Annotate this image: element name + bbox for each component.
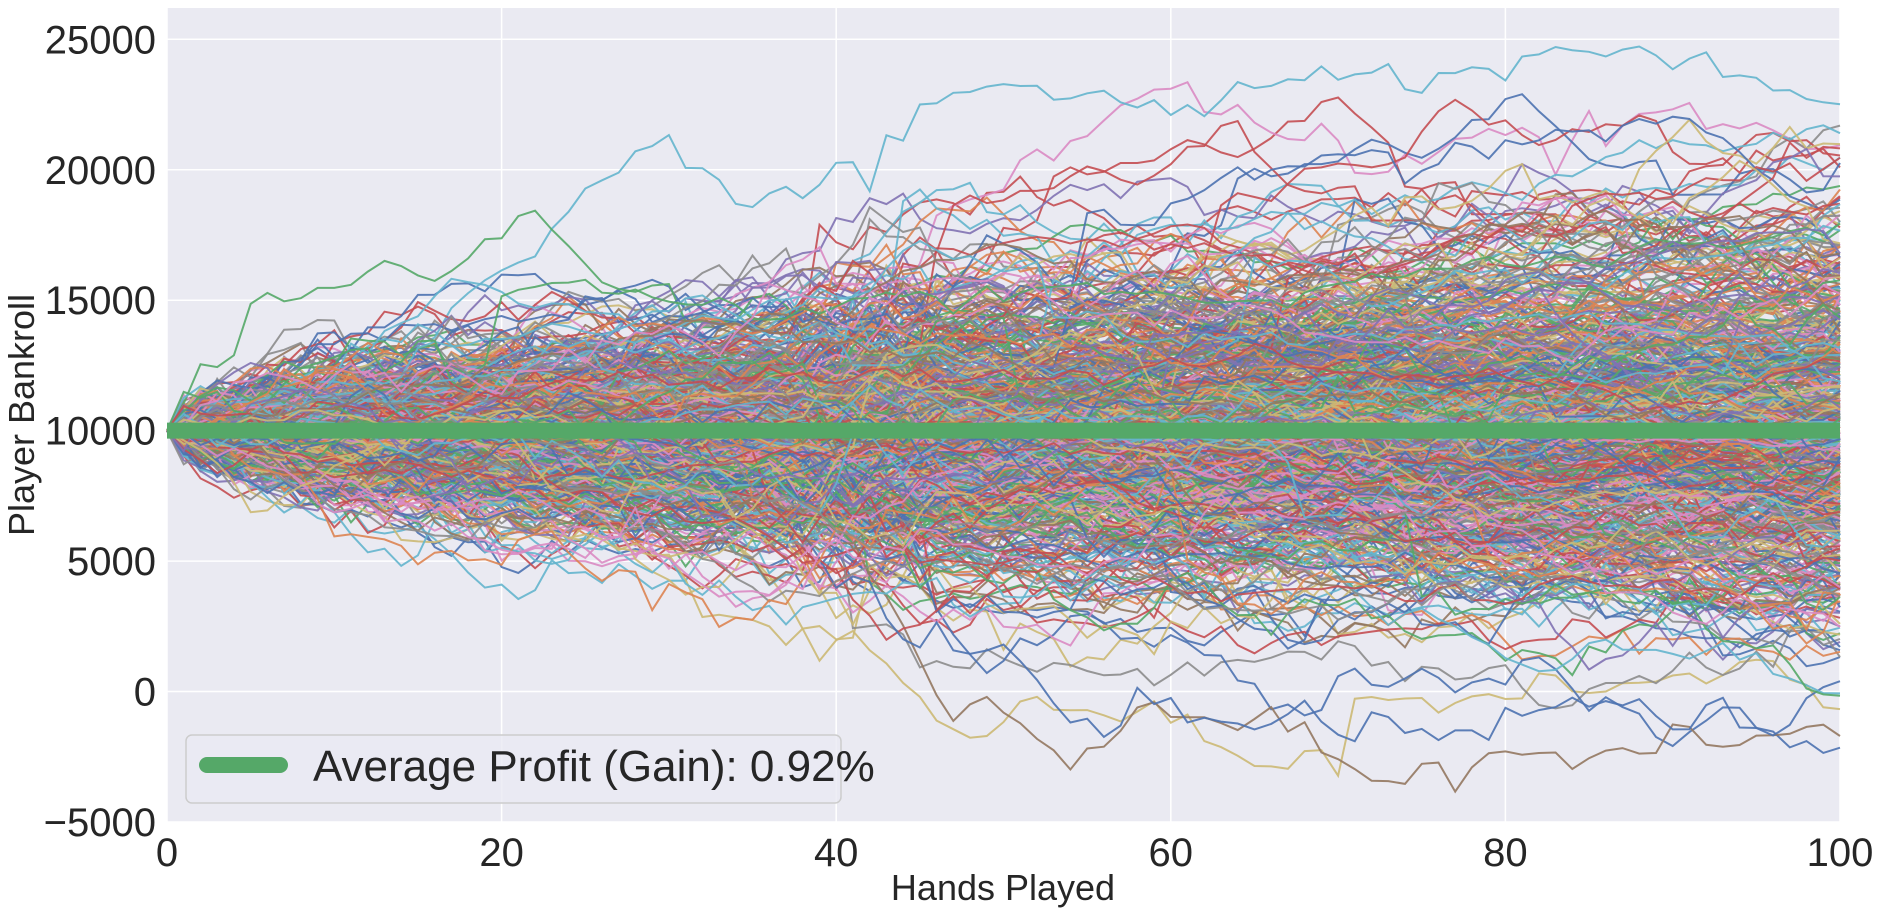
simulation-path-line [166,410,1841,576]
simulation-path-line [166,363,1841,547]
simulation-path-line [166,429,1841,628]
x-tick-label: 20 [479,831,524,875]
simulation-path-line [166,275,1841,432]
y-tick-label: 5000 [67,540,156,584]
legend-label: Average Profit (Gain): 0.92% [313,742,875,791]
simulation-paths [166,45,1841,794]
y-tick-labels: −5000 0 5000 10000 15000 20000 25000 [44,18,156,845]
simulation-path-line [166,359,1841,498]
y-tick-label: −5000 [44,801,156,845]
x-tick-label: 80 [1483,831,1528,875]
x-axis-label: Hands Played [891,867,1115,908]
simulation-path-line [166,277,1841,435]
x-tick-label: 100 [1807,831,1874,875]
legend-box [185,734,842,804]
simulation-path-line [166,325,1841,435]
y-tick-label: 10000 [45,410,156,454]
y-tick-label: 25000 [45,18,156,62]
x-tick-labels: 0 20 40 60 80 100 [156,831,1874,875]
simulation-path-line [166,408,1841,533]
y-tick-label: 0 [134,671,156,715]
simulation-path-line [166,399,1841,548]
simulation-path-line [166,370,1841,518]
x-tick-label: 0 [156,831,178,875]
x-tick-label: 60 [1149,831,1194,875]
y-tick-label: 20000 [45,149,156,193]
simulation-path-line [166,319,1841,445]
simulation-path-line [166,45,1841,433]
simulation-path-line [166,341,1841,457]
simulation-path-line [166,312,1841,501]
simulation-path-line [166,346,1841,462]
simulation-path-line [166,331,1841,541]
y-tick-label: 15000 [45,279,156,323]
simulation-path-line [166,271,1841,432]
x-tick-label: 40 [814,831,859,875]
y-axis-label: Player Bankroll [1,294,42,536]
simulation-path-line [166,193,1841,487]
simulation-path-line [166,124,1841,432]
simulation-path-line [166,342,1841,432]
simulation-path-line [166,200,1841,453]
legend: Average Profit (Gain): 0.92% [185,734,875,804]
simulation-path-line [166,429,1841,516]
